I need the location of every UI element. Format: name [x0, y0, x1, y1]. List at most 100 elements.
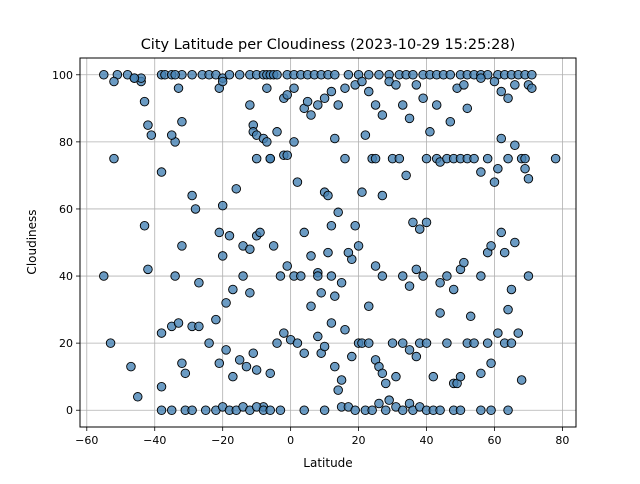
- data-point: [326, 271, 337, 281]
- data-point: [421, 338, 432, 348]
- data-point: [503, 153, 513, 164]
- data-point: [404, 345, 415, 355]
- data-point: [306, 110, 316, 120]
- data-point: [204, 338, 214, 348]
- data-point: [330, 133, 340, 144]
- data-point: [326, 318, 337, 328]
- data-point: [302, 96, 313, 107]
- data-point: [299, 227, 309, 238]
- data-point: [143, 264, 153, 275]
- data-point: [516, 375, 527, 385]
- data-points: [99, 70, 561, 415]
- y-tick-label: 60: [59, 203, 73, 216]
- data-point: [214, 358, 225, 369]
- data-point: [510, 237, 520, 248]
- data-point: [319, 405, 330, 415]
- data-point: [489, 177, 500, 187]
- data-point: [476, 167, 486, 177]
- data-point: [476, 271, 486, 281]
- data-point: [146, 130, 157, 140]
- data-point: [374, 398, 384, 409]
- data-point: [523, 271, 534, 281]
- data-point: [255, 227, 265, 238]
- data-point: [265, 368, 275, 379]
- data-point: [506, 284, 517, 295]
- data-point: [350, 220, 360, 231]
- data-point: [333, 100, 343, 110]
- data-point: [496, 227, 507, 238]
- data-point: [520, 163, 530, 174]
- data-point: [99, 271, 109, 281]
- x-tick-label: 60: [487, 434, 501, 447]
- data-point: [323, 247, 333, 258]
- x-tick-label: −40: [143, 434, 166, 447]
- data-point: [333, 207, 343, 218]
- data-point: [418, 271, 428, 281]
- data-point: [435, 405, 445, 415]
- data-point: [275, 405, 286, 415]
- data-point: [506, 338, 517, 348]
- data-point: [241, 361, 252, 372]
- data-point: [194, 278, 204, 288]
- axis-ticks: −60 −40 −20 0 20 40 60 80 0 20 40 60 80 100: [52, 69, 569, 447]
- data-point: [296, 271, 306, 281]
- data-point: [248, 348, 259, 358]
- data-point: [343, 70, 354, 80]
- data-point: [367, 405, 377, 415]
- data-point: [166, 405, 177, 415]
- data-point: [187, 190, 197, 201]
- data-point: [364, 301, 374, 311]
- data-point: [364, 86, 374, 97]
- data-point: [126, 361, 136, 372]
- data-point: [143, 120, 153, 130]
- data-point: [482, 153, 493, 164]
- data-point: [465, 311, 476, 322]
- data-point: [343, 247, 354, 258]
- data-point: [527, 83, 537, 93]
- data-point: [486, 358, 496, 369]
- data-point: [408, 70, 418, 80]
- data-point: [289, 137, 299, 147]
- data-point: [224, 231, 235, 241]
- data-point: [476, 368, 486, 379]
- data-point: [431, 100, 442, 110]
- data-point: [421, 153, 432, 164]
- data-point: [493, 163, 503, 174]
- data-point: [476, 73, 486, 83]
- plot-frame: [79, 57, 577, 428]
- data-point: [370, 153, 381, 164]
- data-point: [282, 90, 292, 100]
- data-point: [326, 86, 337, 97]
- data-point: [486, 405, 496, 415]
- data-point: [262, 137, 272, 147]
- data-point: [177, 358, 187, 369]
- data-point: [251, 153, 262, 164]
- y-tick-label: 40: [59, 270, 73, 283]
- data-point: [234, 70, 245, 80]
- data-point: [234, 355, 245, 365]
- data-point: [194, 321, 204, 332]
- data-point: [217, 251, 228, 261]
- x-tick-label: −20: [211, 434, 234, 447]
- data-point: [306, 301, 316, 311]
- data-point: [377, 368, 388, 379]
- data-point: [190, 204, 201, 214]
- data-point: [503, 93, 513, 104]
- data-point: [428, 371, 439, 382]
- data-point: [228, 284, 238, 295]
- data-point: [336, 375, 347, 385]
- data-point: [262, 83, 272, 93]
- data-point: [173, 318, 184, 328]
- data-point: [391, 80, 401, 90]
- data-point: [469, 338, 479, 348]
- data-point: [319, 341, 330, 352]
- data-point: [245, 244, 255, 254]
- data-point: [330, 70, 340, 80]
- data-point: [350, 405, 360, 415]
- data-point: [435, 308, 445, 318]
- data-point: [486, 241, 496, 251]
- data-point: [442, 338, 452, 348]
- chart-title: City Latitude per Cloudiness (2023-10-29…: [141, 37, 516, 53]
- data-point: [231, 184, 242, 194]
